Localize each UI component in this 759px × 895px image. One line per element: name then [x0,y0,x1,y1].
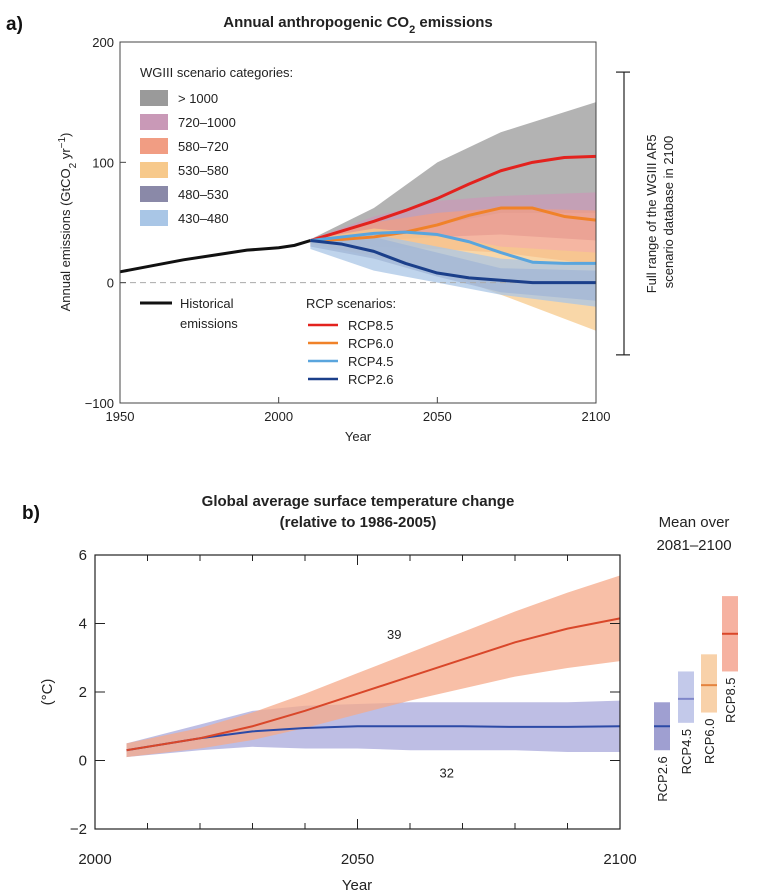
y-tick-label-200: 200 [92,35,114,50]
mean-label-rcp2-6: RCP2.6 [655,756,670,802]
legend-historical-label-1: Historical [180,296,234,311]
x-tick-label-2100: 2100 [582,409,611,424]
legend-label-480-530: 480–530 [178,187,229,202]
legend-label-530-580: 530–580 [178,163,229,178]
line-rcp2-6 [126,725,621,752]
mean-label-rcp8-5: RCP8.5 [723,677,738,723]
legend-rcp: RCP8.5 RCP6.0 RCP4.5 RCP2.6 [308,318,394,387]
chart-a-title: Annual anthropogenic CO2 emissions [223,14,493,36]
y-tick-label-0: 0 [79,753,87,770]
legend-historical-label-2: emissions [180,316,238,331]
legend-label-720-1000: 720–1000 [178,115,236,130]
mean-title-line1: Mean over [659,514,730,531]
legend-swatch-1000 [140,90,168,106]
line-rcp8-5 [309,154,597,242]
chart-a-axes: 1950 2000 2050 2100 −100 0 100 200 [85,35,611,424]
legend-swatch-720-1000 [140,114,168,130]
legend-label-rcp4-5: RCP4.5 [348,354,394,369]
line-rcp2-6 [310,239,596,285]
legend-label-rcp2-6: RCP2.6 [348,372,394,387]
mean-bar-rcp6-0 [701,654,717,713]
panel-a-label: a) [6,14,23,35]
legend-swatch-580-720 [140,138,168,154]
chart-a-xlabel: Year [345,429,372,444]
x-tick-label-2050: 2050 [423,409,452,424]
legend-swatch-530-580 [140,162,168,178]
band-rcp8-5 [126,575,620,758]
mean-label-rcp4-5: RCP4.5 [679,729,694,775]
legend-categories-title: WGIII scenario categories: [140,65,293,80]
mean-title-line2: 2081–2100 [656,537,731,554]
chart-a-plot-frame [119,41,597,404]
y-tick-label-0: 0 [107,276,114,291]
chart-b-title-line2: (relative to 1986-2005) [280,514,437,531]
mean-label-rcp6-0: RCP6.0 [702,719,717,765]
line-rcp6-0 [310,206,597,243]
legend-label-rcp8-5: RCP8.5 [348,318,394,333]
y-tick-label-2: −2 [70,821,87,838]
full-range-annotation: Full range of the WGIII AR5 scenario dat… [644,131,676,294]
legend-label-430-480: 430–480 [178,211,229,226]
historical-emissions-line [119,239,311,274]
chart-b-ylabel: (°C) [39,679,56,706]
chart-b-xlabel: Year [342,877,372,894]
temperature-bands [126,575,620,758]
legend-label-rcp6-0: RCP6.0 [348,336,394,351]
model-count-labels: 39 32 [387,627,454,781]
y-tick-label-6: 6 [79,547,87,564]
count-label-rcp2-6: 32 [440,766,454,781]
rcp-lines [119,154,597,285]
x-tick-label-1950: 1950 [106,409,135,424]
chart-a-ylabel: Annual emissions (GtCO2 yr−1) [57,133,79,312]
legend-rcp-title: RCP scenarios: [306,296,396,311]
legend-categories: > 1000 720–1000 580–720 530–580 480–530 430–4… [140,90,236,226]
legend-label-1000: > 1000 [178,91,218,106]
full-range-bracket [616,71,630,356]
y-tick-label-100: 100 [92,155,114,170]
chart-b-title-line1: Global average surface temperature chang… [202,493,515,510]
x-tick-label-2100: 2100 [603,851,636,868]
y-tick-label-2: 2 [79,684,87,701]
count-label-rcp8-5: 39 [387,627,401,642]
legend-label-580-720: 580–720 [178,139,229,154]
mean-2081-2100-bars: RCP2.6 RCP4.5 RCP6.0 RCP8.5 [654,596,738,802]
y-tick-label-100: −100 [85,396,114,411]
legend-swatch-480-530 [140,186,168,202]
legend-swatch-430-480 [140,210,168,226]
chart-b-axes: 2000 2050 2100 −2 0 2 4 6 [70,547,637,868]
x-tick-label-2000: 2000 [264,409,293,424]
line-rcp8-5 [126,617,621,752]
x-tick-label-2000: 2000 [78,851,111,868]
x-tick-label-2050: 2050 [341,851,374,868]
panel-b-label: b) [22,503,40,524]
band-430-480 [310,234,596,307]
y-tick-label-4: 4 [79,616,87,633]
temperature-lines [126,617,621,752]
mean-bar-rcp4-5 [678,671,694,723]
line-rcp4-5 [310,230,596,265]
